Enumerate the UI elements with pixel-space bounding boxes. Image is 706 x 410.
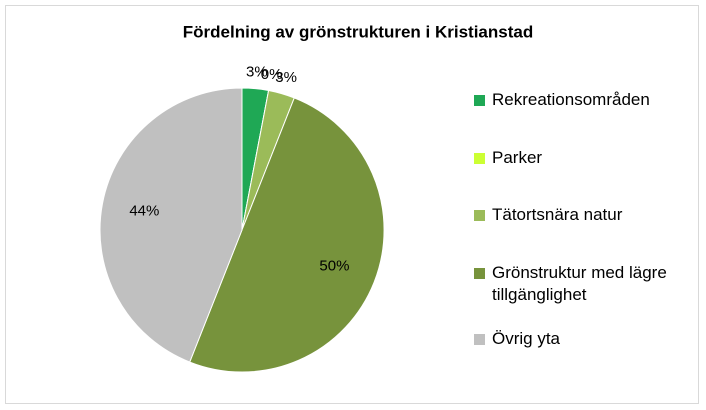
legend-label: Grönstruktur med lägre tillgänglighet	[492, 263, 667, 304]
legend-item: Parker	[474, 147, 542, 169]
legend-label: Rekreationsområden	[492, 90, 650, 109]
chart-frame	[5, 5, 699, 404]
data-label: 3%	[275, 69, 297, 86]
data-label: 0%	[261, 66, 283, 83]
legend-item: Grönstruktur med lägre tillgänglighet	[474, 262, 689, 306]
data-label: 3%	[246, 64, 268, 81]
legend-item: Övrig yta	[474, 328, 560, 350]
data-label: 44%	[129, 202, 159, 219]
legend-swatch	[474, 334, 485, 345]
pie-slice	[99, 87, 243, 363]
legend-label: Tätortsnära natur	[492, 205, 623, 224]
chart-title: Fördelning av grönstrukturen i Kristians…	[183, 22, 533, 41]
data-label: 50%	[319, 258, 349, 275]
legend-swatch	[474, 268, 485, 279]
legend-swatch	[474, 95, 485, 106]
legend-swatch	[474, 210, 485, 221]
legend-item: Tätortsnära natur	[474, 204, 622, 226]
legend-swatch	[474, 153, 485, 164]
legend-label: Övrig yta	[492, 329, 561, 348]
legend-label: Parker	[492, 148, 543, 167]
legend-item: Rekreationsområden	[474, 89, 650, 111]
pie-slice	[189, 97, 385, 373]
